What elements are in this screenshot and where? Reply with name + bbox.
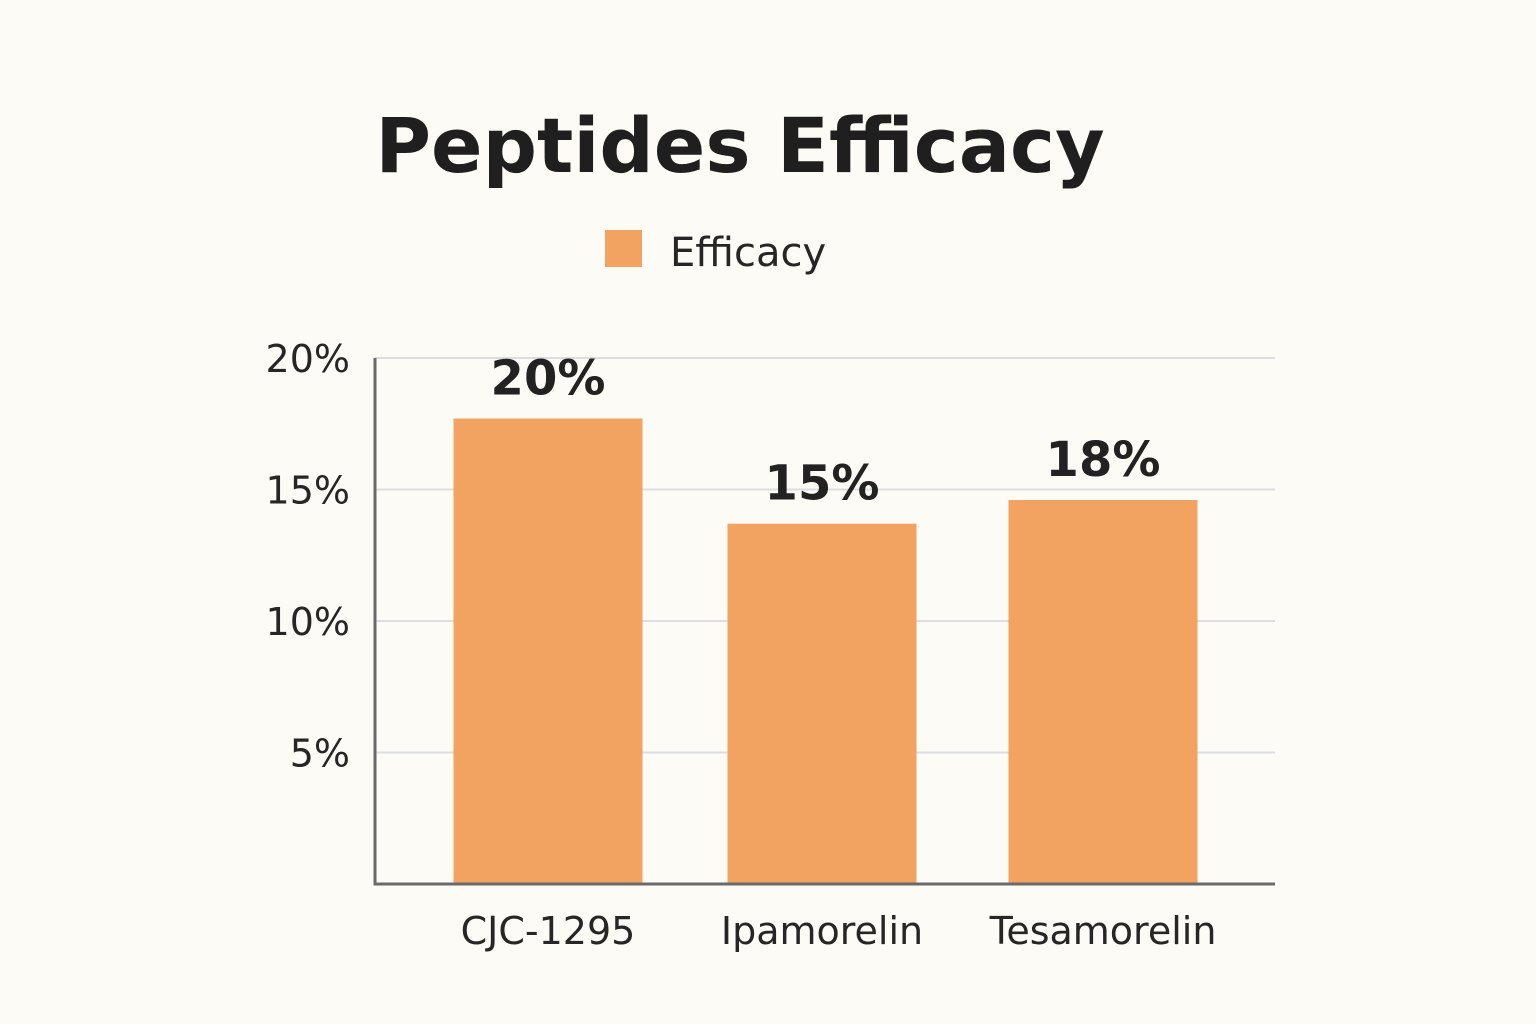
x-tick-label: Ipamorelin bbox=[721, 909, 923, 953]
data-label: 15% bbox=[765, 456, 880, 512]
y-axis-ticks: 5% 10% 15% 20% bbox=[266, 337, 350, 776]
x-axis-labels: CJC-1295 Ipamorelin Tesamorelin bbox=[461, 909, 1217, 953]
y-tick-label: 10% bbox=[266, 600, 350, 644]
bar bbox=[727, 523, 917, 884]
y-tick-label: 5% bbox=[290, 732, 350, 776]
data-label: 20% bbox=[491, 350, 606, 406]
axis-lines bbox=[373, 358, 1275, 886]
data-labels: 20% 15% 18% bbox=[491, 350, 1161, 511]
x-tick-label: Tesamorelin bbox=[989, 909, 1217, 953]
bar bbox=[453, 418, 643, 884]
bars bbox=[453, 418, 1198, 884]
bar bbox=[1008, 500, 1198, 884]
x-tick-label: CJC-1295 bbox=[461, 909, 636, 953]
legend-swatch bbox=[605, 230, 642, 267]
y-tick-label: 20% bbox=[266, 337, 350, 381]
legend-label: Efficacy bbox=[670, 230, 826, 276]
legend: Efficacy bbox=[605, 230, 826, 276]
chart-title: Peptides Efficacy bbox=[375, 101, 1104, 190]
data-label: 18% bbox=[1046, 432, 1161, 488]
y-tick-label: 15% bbox=[266, 469, 350, 513]
